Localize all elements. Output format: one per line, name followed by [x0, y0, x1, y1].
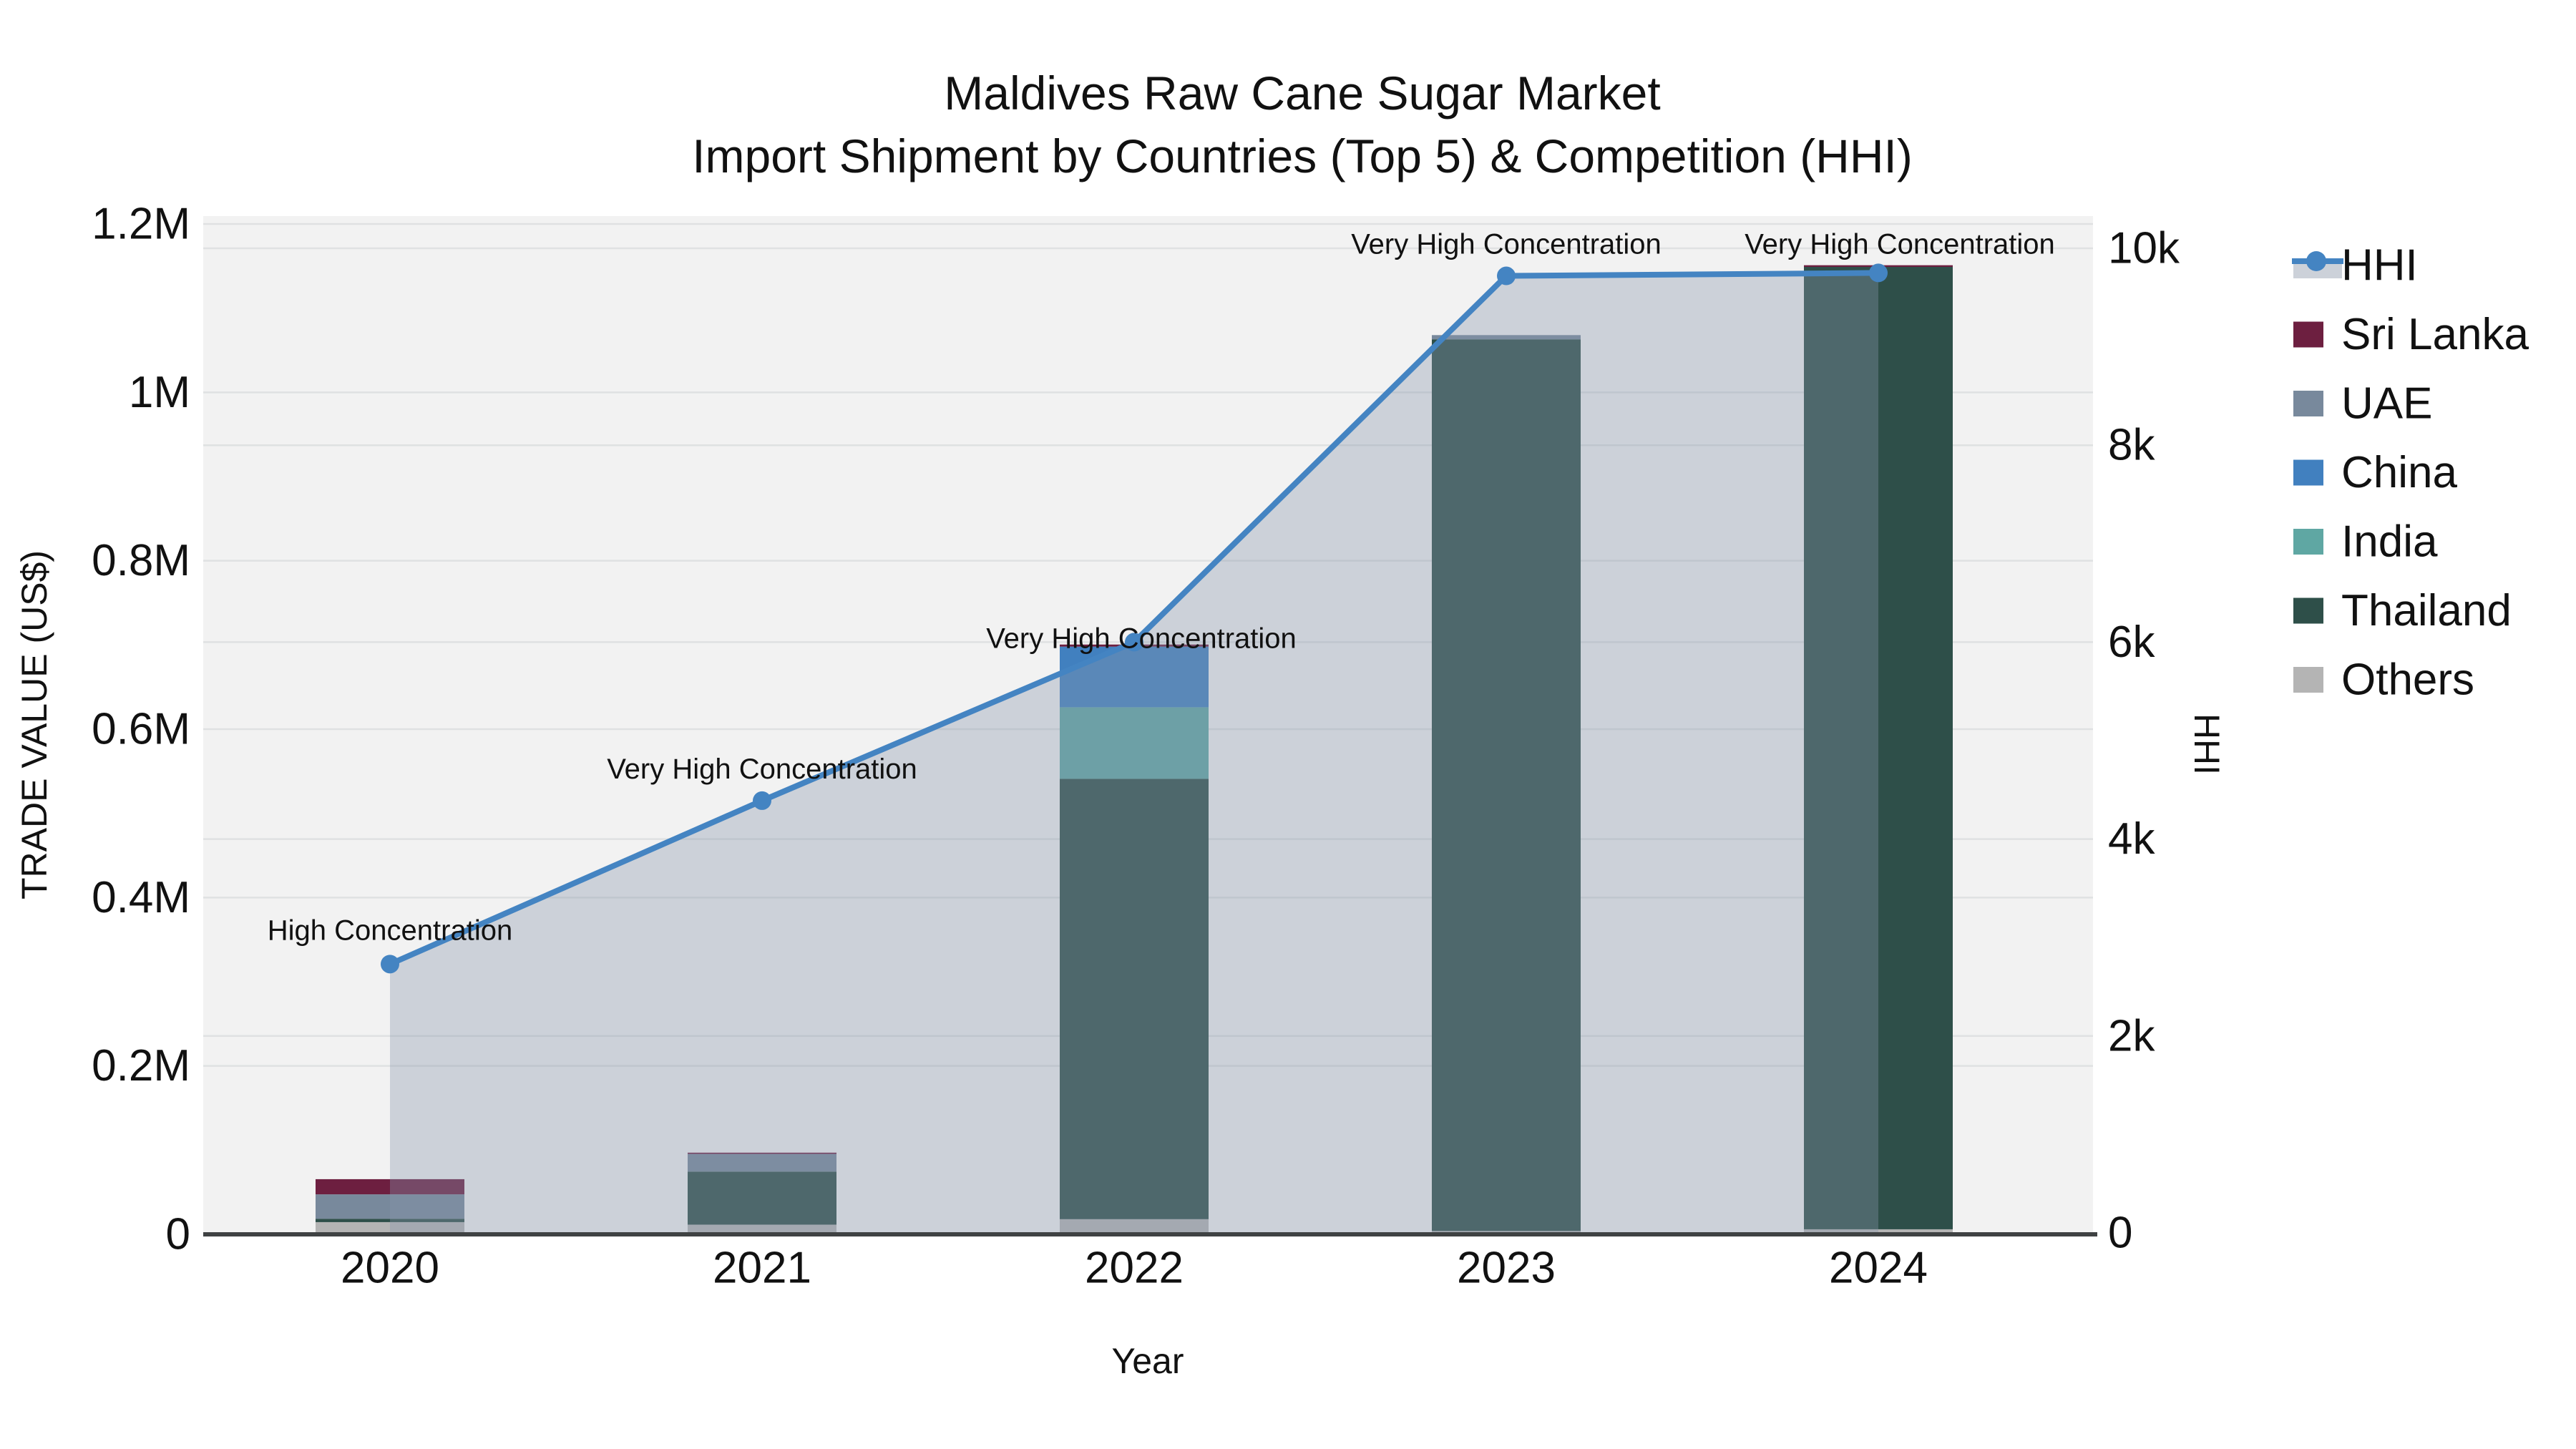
hhi-marker-swatch: [2306, 251, 2326, 271]
legend-label-india: India: [2341, 517, 2438, 567]
bar-segment-india-2022: [1060, 707, 1209, 779]
x-tick-label-2023: 2023: [1457, 1244, 1556, 1293]
x-tick-label-2022: 2022: [1085, 1244, 1184, 1293]
hhi-line-layer: [381, 263, 1888, 974]
legend: HHI Sri Lanka UAE China India Thailand Others: [2292, 241, 2529, 705]
y-left-tick-label-1.2M: 1.2M: [92, 200, 190, 249]
bar-segment-thailand-2023: [1432, 339, 1581, 1231]
annotation-label-2023: Very High Concentration: [1351, 229, 1662, 260]
y-right-axis-title: HHI: [2187, 713, 2227, 775]
annotation-label-2020: High Concentration: [268, 914, 512, 946]
hhi-marker-2023: [1497, 266, 1516, 286]
bar-segment-uae-2020: [316, 1194, 464, 1219]
hhi-marker-2024: [1869, 263, 1888, 283]
bar-segment-thailand-2020: [316, 1219, 464, 1222]
legend-item-uae[interactable]: UAE: [2293, 379, 2432, 429]
legend-label-sri-lanka: Sri Lanka: [2341, 310, 2529, 359]
x-tick-label-2020: 2020: [341, 1244, 439, 1293]
legend-label-others: Others: [2341, 655, 2474, 705]
legend-item-others[interactable]: Others: [2293, 655, 2474, 705]
y-right-tick-label-0: 0: [2108, 1209, 2132, 1258]
y-right-tick-label-2k: 2k: [2108, 1011, 2155, 1060]
bar-segment-sri-lanka-2021: [688, 1152, 836, 1154]
axis-layer: 2020 2021 2022 2023 2024 0 0.2M 0.4M 0.6M 0.8M 1M 1…: [92, 200, 2180, 1293]
legend-label-thailand: Thailand: [2341, 586, 2512, 635]
legend-swatch-thailand: [2293, 597, 2323, 624]
legend-item-hhi[interactable]: HHI: [2292, 241, 2418, 291]
x-axis-line: [203, 1232, 2097, 1236]
y-left-tick-label-0: 0: [166, 1210, 190, 1259]
annotation-label-2021: Very High Concentration: [607, 753, 917, 785]
legend-swatch-uae: [2293, 391, 2323, 416]
y-left-tick-label-0.6M: 0.6M: [92, 705, 190, 754]
bar-segment-thailand-2021: [688, 1171, 836, 1225]
hhi-marker-2021: [753, 791, 771, 810]
bar-segment-thailand-2022: [1060, 779, 1209, 1219]
annotation-layer: High Concentration Very High Concentratio…: [268, 228, 2055, 946]
bar-segment-others-2024: [1804, 1229, 1953, 1234]
bar-segment-others-2022: [1060, 1219, 1209, 1234]
hhi-marker-2022: [1125, 633, 1143, 652]
hhi-area-fill: [390, 273, 1878, 1234]
y-right-tick-label-10k: 10k: [2108, 224, 2180, 273]
bar-segment-uae-2023: [1432, 335, 1581, 340]
bar-segment-uae-2021: [688, 1153, 836, 1172]
x-tick-label-2021: 2021: [713, 1244, 811, 1293]
bar-segment-others-2020: [316, 1221, 464, 1234]
bar-segment-others-2021: [688, 1224, 836, 1234]
legend-item-china[interactable]: China: [2293, 448, 2458, 497]
y-left-tick-label-0.8M: 0.8M: [92, 536, 190, 585]
legend-swatch-others: [2293, 667, 2323, 693]
y-right-tick-label-4k: 4k: [2108, 814, 2155, 864]
legend-label-hhi: HHI: [2341, 241, 2418, 291]
chart-title-line2: Import Shipment by Countries (Top 5) & C…: [692, 130, 1913, 182]
y-left-tick-label-1M: 1M: [129, 368, 190, 417]
legend-item-sri-lanka[interactable]: Sri Lanka: [2293, 310, 2529, 359]
chart-title-line1: Maldives Raw Cane Sugar Market: [944, 67, 1660, 119]
y-left-axis-title: TRADE VALUE (US$): [14, 550, 54, 899]
x-axis-title: Year: [1111, 1341, 1184, 1381]
y-left-tick-label-0.4M: 0.4M: [92, 873, 190, 922]
legend-swatch-china: [2293, 459, 2323, 486]
hhi-marker-2020: [381, 955, 399, 974]
bar-segment-sri-lanka-2020: [316, 1179, 464, 1195]
legend-swatch-india: [2293, 529, 2323, 555]
bar-segment-thailand-2024: [1804, 267, 1953, 1229]
hhi-area-layer: [390, 273, 1878, 1234]
annotation-label-2022: Very High Concentration: [986, 623, 1297, 654]
y-right-tick-label-8k: 8k: [2108, 421, 2155, 470]
legend-label-uae: UAE: [2341, 379, 2432, 429]
legend-item-india[interactable]: India: [2293, 517, 2438, 567]
y-right-tick-label-6k: 6k: [2108, 618, 2155, 667]
annotation-label-2024: Very High Concentration: [1745, 228, 2055, 260]
bar-segment-china-2022: [1060, 646, 1209, 708]
legend-label-china: China: [2341, 448, 2458, 497]
y-left-tick-label-0.2M: 0.2M: [92, 1041, 190, 1091]
stacked-bars-layer: [316, 265, 1953, 1234]
legend-item-thailand[interactable]: Thailand: [2293, 586, 2512, 635]
x-tick-label-2024: 2024: [1829, 1244, 1928, 1293]
legend-swatch-sri-lanka: [2293, 321, 2323, 348]
